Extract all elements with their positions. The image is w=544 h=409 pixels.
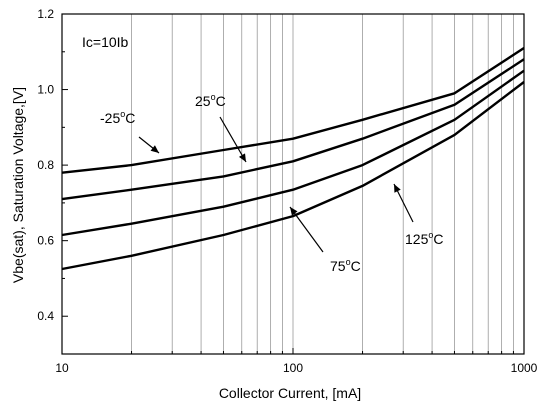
x-tick-label: 10 xyxy=(55,361,69,375)
series-label: 125oC xyxy=(405,230,444,247)
y-axis-title: Vbe(sat), Saturation Voltage,[V] xyxy=(10,87,26,283)
x-tick-label: 100 xyxy=(283,361,303,375)
arrow-head xyxy=(394,184,401,193)
y-tick-label: 0.8 xyxy=(37,158,54,172)
series-lines xyxy=(61,46,525,271)
series-label: 25oC xyxy=(195,92,226,109)
annotations: -25oC 25oC 75oC 125oC xyxy=(100,92,444,274)
annotation-arrow xyxy=(289,206,324,253)
y-tick-label: 0.4 xyxy=(37,309,54,323)
y-tick-label: 0.6 xyxy=(37,234,54,248)
x-axis-title: Collector Current, [mA] xyxy=(219,385,361,401)
axis-ticks: 10 100 1000 0.4 0.6 0.8 1.0 1.2 xyxy=(37,7,537,375)
arrow-head xyxy=(238,153,246,162)
annotation-arrow xyxy=(219,116,247,163)
arrow-head xyxy=(290,207,298,216)
series-label: 75oC xyxy=(330,257,361,274)
condition-label: Ic=10Ib xyxy=(82,34,129,50)
series-line xyxy=(61,46,525,174)
series-label: -25oC xyxy=(100,109,135,126)
series-line xyxy=(61,69,525,237)
grid xyxy=(131,14,514,354)
y-tick-label: 1.0 xyxy=(37,83,54,97)
y-tick-label: 1.2 xyxy=(37,7,54,21)
arrow-head xyxy=(150,145,159,153)
series-line xyxy=(61,58,525,201)
series-line xyxy=(61,81,525,271)
x-tick-label: 1000 xyxy=(511,361,538,375)
